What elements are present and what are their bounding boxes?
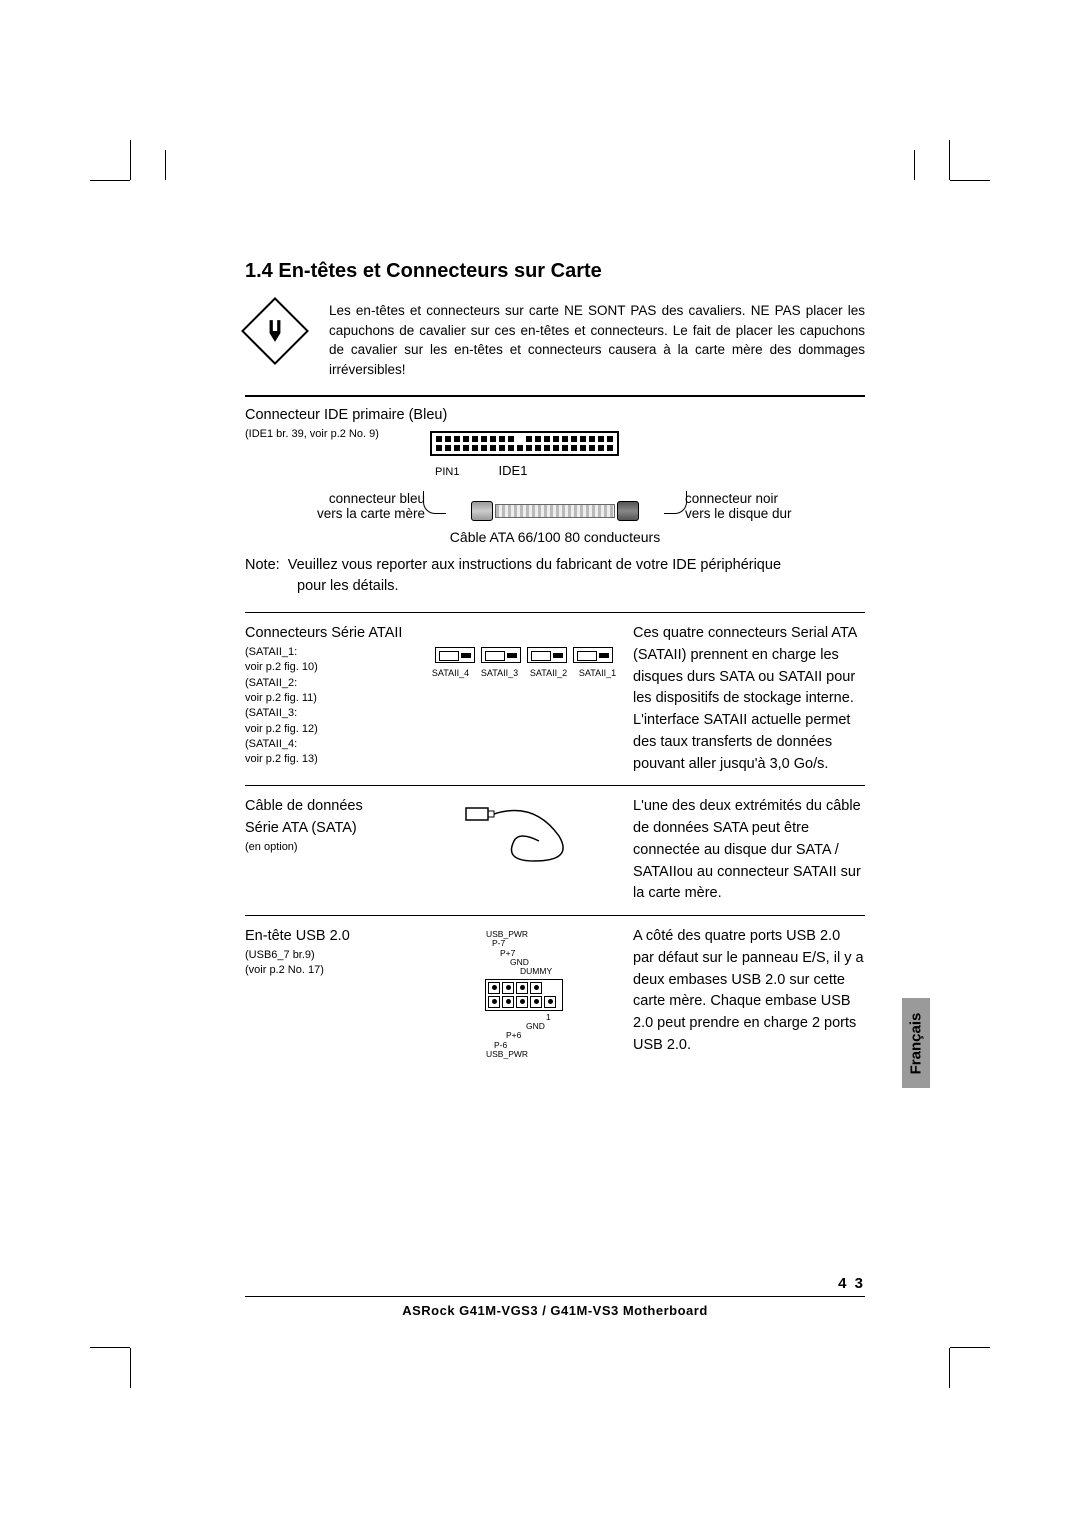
sata-title: Connecteurs Série ATAII (245, 623, 415, 645)
pin1-label: PIN1 (435, 466, 459, 478)
language-tab: Français (902, 998, 930, 1088)
pin-label: 1 (546, 1013, 584, 1022)
pin-label: DUMMY (520, 967, 584, 976)
sata-cable-diagram (429, 796, 619, 894)
sata-ref: voir p.2 fig. 10) (245, 660, 415, 675)
usb-ref: (voir p.2 No. 17) (245, 963, 415, 978)
usb-title: En-tête USB 2.0 (245, 926, 415, 948)
blue-conn-label2: vers la carte mère (245, 506, 425, 521)
pin-label: P+6 (506, 1031, 584, 1040)
divider (245, 395, 865, 397)
sata-ref: voir p.2 fig. 13) (245, 752, 415, 767)
sata-cable-section: Câble de données Série ATA (SATA) (en op… (245, 796, 865, 905)
language-label: Français (908, 1012, 925, 1074)
black-conn-label2: vers le disque dur (685, 506, 865, 521)
note-line1: Veuillez vous reporter aux instructions … (288, 557, 781, 573)
footer-text: ASRock G41M-VGS3 / G41M-VS3 Motherboard (245, 1303, 865, 1318)
sata-diagram: SATAII_4 SATAII_3 SATAII_2 SATAII_1 (429, 623, 619, 681)
sata-cable-title2: Série ATA (SATA) (245, 818, 415, 840)
footer-divider (245, 1296, 865, 1297)
note-prefix: Note: (245, 557, 280, 573)
ide-cable-labels: connecteur bleu vers la carte mère conne… (245, 491, 865, 521)
usb-diagram: USB_PWR P-7 P+7 GND DUMMY 1 GND P+6 P-6 … (429, 926, 619, 1063)
warning-box: Les en-têtes et connecteurs sur carte NE… (245, 301, 865, 379)
sata-ref: (SATAII_3: (245, 706, 415, 721)
divider (245, 612, 865, 613)
sata-section: Connecteurs Série ATAII (SATAII_1: voir … (245, 623, 865, 775)
pin-label: GND (526, 1022, 584, 1031)
page-content: 1.4 En-têtes et Connecteurs sur Carte Le… (245, 260, 865, 1063)
sata-cable-ref: (en option) (245, 840, 415, 855)
ide-note: Note: Veuillez vous reporter aux instruc… (245, 555, 865, 599)
page-footer: 4 3 ASRock G41M-VGS3 / G41M-VS3 Motherbo… (245, 1275, 865, 1318)
ide1-label: IDE1 (499, 463, 528, 478)
page-number: 4 3 (838, 1275, 865, 1292)
ide-ref: (IDE1 br. 39, voir p.2 No. 9) (245, 427, 415, 442)
note-line2: pour les détails. (297, 576, 865, 598)
black-conn-label: connecteur noir (685, 491, 865, 506)
divider (245, 785, 865, 786)
ide-title: Connecteur IDE primaire (Bleu) (245, 407, 865, 423)
sata-ref: (SATAII_4: (245, 737, 415, 752)
divider (245, 915, 865, 916)
ide-connector-diagram: PIN1 IDE1 (429, 431, 619, 480)
warning-icon (241, 297, 309, 365)
sata-port-label: SATAII_3 (480, 667, 520, 681)
usb-section: En-tête USB 2.0 (USB6_7 br.9) (voir p.2 … (245, 926, 865, 1063)
warning-text: Les en-têtes et connecteurs sur carte NE… (319, 301, 865, 379)
cable-caption: Câble ATA 66/100 80 conducteurs (245, 529, 865, 545)
pin-label: USB_PWR (486, 1050, 584, 1059)
ide-section: Connecteur IDE primaire (Bleu) (IDE1 br.… (245, 407, 865, 598)
sata-ref: (SATAII_2: (245, 676, 415, 691)
usb-ref: (USB6_7 br.9) (245, 948, 415, 963)
sata-ref: (SATAII_1: (245, 645, 415, 660)
sata-port-label: SATAII_1 (578, 667, 618, 681)
sata-ref: voir p.2 fig. 11) (245, 691, 415, 706)
sata-ref: voir p.2 fig. 12) (245, 722, 415, 737)
sata-port-label: SATAII_2 (529, 667, 569, 681)
ide-cable-diagram (471, 501, 639, 521)
section-title: 1.4 En-têtes et Connecteurs sur Carte (245, 260, 865, 283)
sata-cable-title: Câble de données (245, 796, 415, 818)
sata-cable-desc: L'une des deux extrémités du câble de do… (633, 796, 865, 905)
usb-desc: A côté des quatre ports USB 2.0 par défa… (633, 926, 865, 1057)
blue-conn-label: connecteur bleu (245, 491, 425, 506)
sata-desc: Ces quatre connecteurs Serial ATA (SATAI… (633, 623, 865, 775)
sata-port-label: SATAII_4 (431, 667, 471, 681)
